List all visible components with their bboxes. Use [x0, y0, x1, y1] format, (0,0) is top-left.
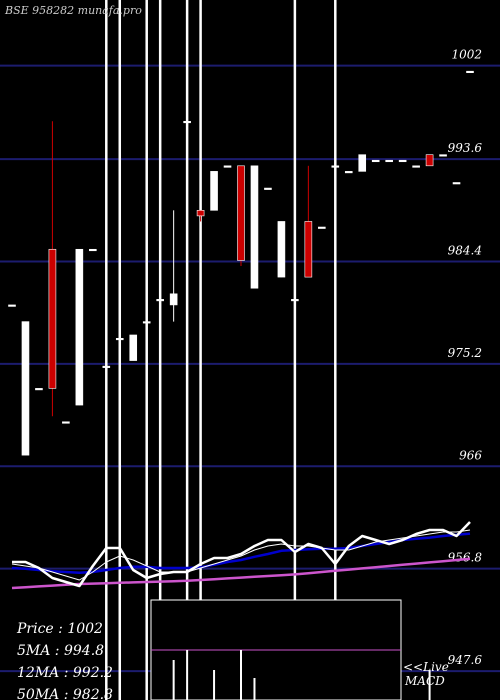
chart-title: BSE 958282 munafa.pro [4, 4, 142, 17]
candle-body [48, 248, 57, 389]
grid-level-label: 966 [459, 448, 482, 462]
candle-body [250, 165, 259, 289]
candle-body [35, 388, 43, 391]
grid-level-label: 984.4 [448, 244, 482, 258]
volume-spike-bars [105, 0, 337, 700]
candle-body [210, 171, 218, 211]
candle-body [89, 248, 97, 252]
grid-level-label: 993.6 [448, 141, 483, 155]
candle-body [331, 165, 340, 168]
ma50-line [11, 557, 471, 590]
candle-body [102, 365, 111, 368]
legend-5ma: 5MA : 994.8 [17, 643, 104, 659]
macd-label-live: <<Live [403, 660, 449, 674]
candle-body [398, 159, 407, 163]
macd-label-name: MACD [404, 674, 445, 688]
candle-body [466, 70, 474, 74]
candle-body [129, 334, 138, 361]
legend-12ma: 12MA : 992.2 [17, 665, 113, 681]
grid-level-label: 956.8 [448, 551, 483, 565]
candle-body [264, 187, 272, 190]
candle-body [183, 120, 191, 124]
candle-body [291, 299, 299, 302]
candle-body [318, 226, 326, 229]
candle-body [425, 154, 434, 167]
candle-body [412, 165, 420, 168]
candle-body [142, 321, 151, 324]
legend-50ma: 50MA : 982.8 [17, 687, 113, 700]
candle-body [277, 221, 286, 278]
candle-body [452, 182, 461, 185]
candle-body [196, 210, 205, 217]
candle-body [344, 171, 353, 174]
candle-body [21, 321, 30, 456]
candle-body [223, 165, 232, 168]
candle-body [304, 221, 313, 278]
grid-level-label: 947.6 [448, 653, 483, 667]
candle-body [237, 165, 245, 261]
grid-level-label: 975.2 [448, 346, 482, 360]
legend-price: Price : 1002 [16, 621, 103, 637]
candle-body [371, 159, 380, 163]
candle-body [358, 154, 367, 172]
candle-body [8, 304, 16, 307]
grid-level-label: 1002 [451, 48, 482, 62]
candle-body [115, 338, 124, 341]
candle-body [439, 154, 447, 157]
candle-body [156, 299, 164, 302]
candlestick-series [8, 70, 474, 456]
candle-body [75, 248, 84, 406]
candle-body [385, 159, 393, 163]
candle-body [169, 293, 178, 306]
price-line [12, 521, 471, 588]
macd-bars [172, 650, 431, 700]
moving-average-panel [11, 521, 471, 590]
candle-body [62, 421, 70, 424]
